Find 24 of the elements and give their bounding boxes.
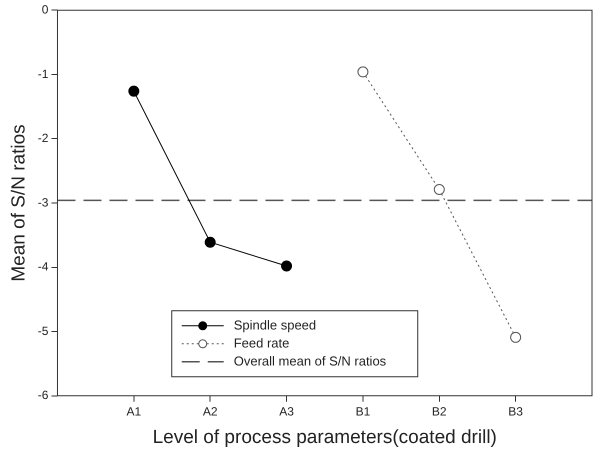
x-axis-title: Level of process parameters(coated drill)	[152, 426, 497, 448]
x-tick-label: B1	[356, 404, 371, 418]
y-tick-label: -4	[38, 260, 49, 274]
y-tick-label: -6	[38, 388, 49, 402]
x-tick-label: A2	[202, 404, 218, 418]
point	[357, 66, 368, 78]
x-tick-label: A1	[126, 404, 142, 418]
x-tick-label: A3	[279, 404, 294, 418]
point	[128, 86, 140, 97]
y-tick-label: -3	[38, 195, 49, 210]
x-tick-label: B2	[432, 404, 447, 418]
y-axis-title: Mean of S/N ratios	[8, 124, 30, 282]
x-tick-label: B3	[508, 404, 524, 418]
legend-label: Spindle speed	[234, 317, 316, 332]
point	[510, 332, 522, 343]
legend-label: Overall mean of S/N ratios	[234, 353, 387, 368]
point	[204, 236, 216, 248]
legend-label: Feed rate	[234, 335, 290, 350]
y-tick-label: -5	[38, 324, 49, 338]
point	[434, 184, 445, 196]
point	[281, 260, 292, 272]
y-tick-label: -2	[38, 131, 49, 146]
y-tick-label: -1	[38, 66, 49, 81]
y-tick-label: 0	[42, 2, 49, 17]
